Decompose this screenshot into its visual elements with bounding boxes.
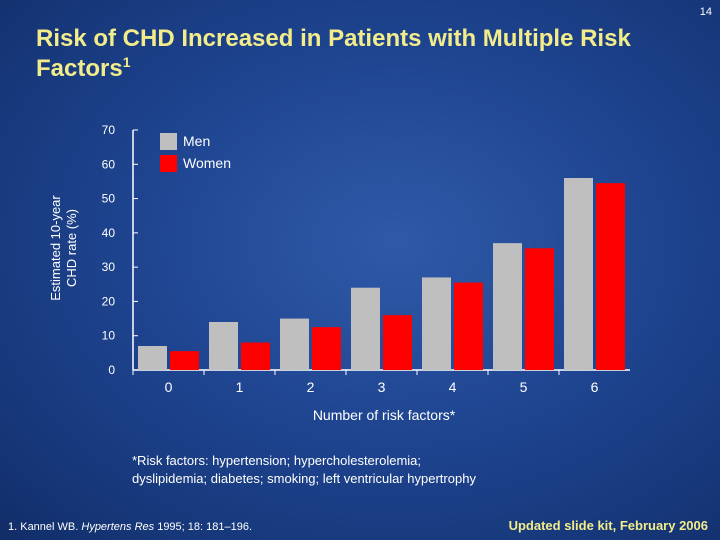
- slide-title-text: Risk of CHD Increased in Patients with M…: [36, 25, 631, 82]
- bar-men-4: [422, 277, 451, 370]
- bar-women-6: [596, 183, 625, 370]
- title-reference-mark: 1: [122, 54, 131, 70]
- bar-men-1: [209, 322, 238, 370]
- footnote-line-1: *Risk factors: hypertension; hypercholes…: [132, 453, 422, 468]
- y-tick-label: 20: [102, 294, 116, 308]
- legend-swatch-women: [160, 155, 177, 172]
- update-note: Updated slide kit, February 2006: [508, 518, 708, 533]
- bar-women-1: [241, 342, 270, 370]
- y-tick-label: 50: [102, 192, 116, 206]
- legend-label-women: Women: [183, 155, 231, 171]
- bar-women-5: [525, 248, 554, 370]
- bar-women-0: [170, 351, 199, 370]
- x-tick-label: 2: [307, 379, 315, 395]
- reference-suffix: 1995; 18: 181–196.: [154, 521, 253, 533]
- risk-factors-footnote: *Risk factors: hypertension; hypercholes…: [132, 452, 632, 488]
- reference-journal: Hypertens Res: [81, 521, 155, 533]
- x-tick-label: 1: [236, 379, 244, 395]
- x-axis: 0 1 2 3 4 5 6: [132, 369, 630, 395]
- bar-women-3: [383, 315, 412, 370]
- x-tick-label: 4: [449, 379, 457, 395]
- x-axis-label: Number of risk factors*: [313, 407, 456, 423]
- bar-women-2: [312, 327, 341, 370]
- x-tick-label: 3: [378, 379, 386, 395]
- bar-men-6: [564, 178, 593, 370]
- legend-label-men: Men: [183, 133, 210, 149]
- y-axis-label-line1: Estimated 10-year: [48, 195, 63, 301]
- x-tick-label: 0: [165, 379, 173, 395]
- y-axis: 0 10 20 30 40 50 60 70: [102, 123, 138, 377]
- footnote-line-2: dyslipidemia; diabetes; smoking; left ve…: [132, 471, 476, 486]
- bar-chart: Estimated 10-year CHD rate (%) 010203040…: [48, 123, 630, 423]
- y-tick-label: 10: [102, 329, 116, 343]
- reference-citation: 1. Kannel WB. Hypertens Res 1995; 18: 18…: [8, 521, 252, 533]
- x-tick-label: 5: [520, 379, 528, 395]
- slide-title: Risk of CHD Increased in Patients with M…: [36, 24, 676, 84]
- bar-men-5: [493, 243, 522, 370]
- x-tick-label: 6: [591, 379, 599, 395]
- slide-number: 14: [699, 6, 712, 18]
- y-tick-label: 40: [102, 226, 116, 240]
- bar-men-0: [138, 346, 167, 370]
- bar-men-2: [280, 318, 309, 370]
- bar-women-4: [454, 282, 483, 370]
- y-tick-label: 30: [102, 260, 116, 274]
- legend-swatch-men: [160, 133, 177, 150]
- y-tick-label: 0: [108, 363, 115, 377]
- bar-men-3: [351, 287, 380, 370]
- bars: [138, 178, 625, 370]
- y-axis-label-line2: CHD rate (%): [64, 209, 79, 287]
- y-tick-label: 60: [102, 157, 116, 171]
- y-tick-label: 70: [102, 123, 116, 137]
- reference-prefix: 1. Kannel WB.: [8, 521, 82, 533]
- legend: Men Women: [160, 133, 231, 172]
